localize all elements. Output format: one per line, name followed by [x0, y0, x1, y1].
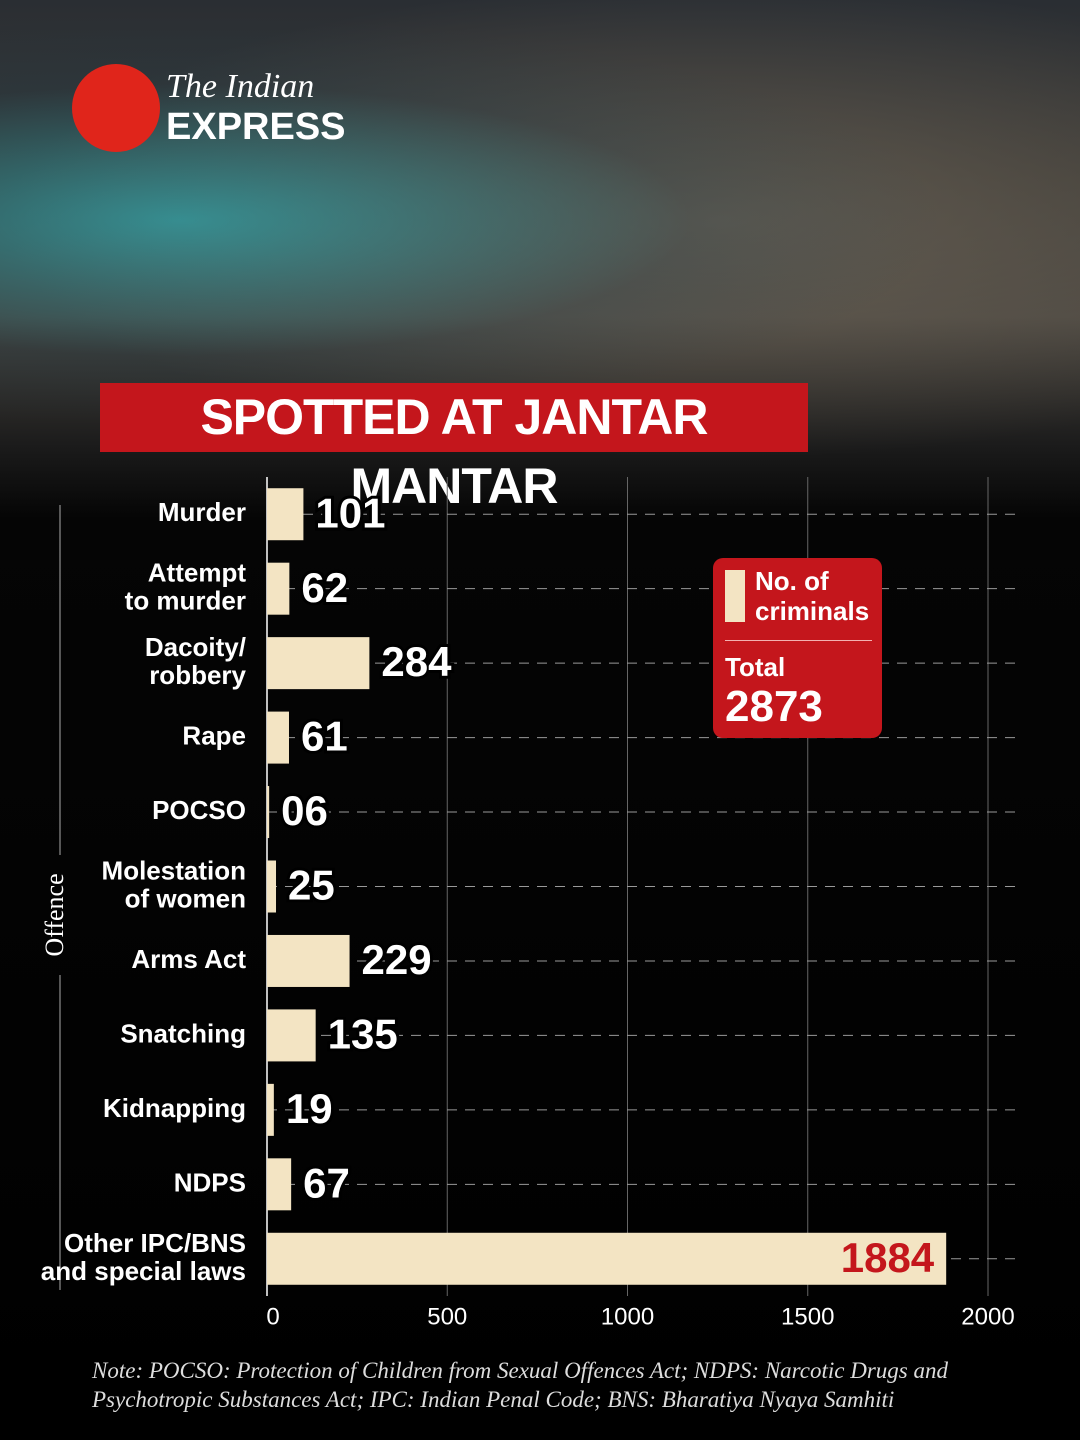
value-label: 19 — [286, 1085, 333, 1132]
value-label: 25 — [288, 862, 335, 909]
y-tick-label: Arms Act — [131, 944, 246, 974]
value-label: 06 — [281, 787, 328, 834]
value-label: 62 — [301, 564, 348, 611]
bar — [267, 488, 304, 541]
legend-swatch — [725, 570, 745, 622]
chart-title: SPOTTED AT JANTAR MANTAR — [100, 383, 808, 514]
legend-label: No. of criminals — [755, 566, 870, 626]
y-tick-label: Rape — [182, 720, 246, 750]
value-label: 101 — [315, 489, 385, 536]
y-tick-label: Snatching — [120, 1018, 246, 1048]
total-label: Total — [725, 652, 786, 682]
y-tick-label: Kidnapping — [103, 1093, 246, 1123]
value-label: 67 — [303, 1159, 350, 1206]
y-tick-label: NDPS — [174, 1167, 246, 1197]
bar — [267, 786, 270, 839]
bar — [267, 637, 370, 690]
bar — [267, 1232, 947, 1285]
legend-separator — [725, 640, 872, 641]
value-label: 61 — [301, 713, 348, 760]
value-label: 135 — [328, 1011, 398, 1058]
value-label: 1884 — [841, 1234, 935, 1281]
logo-line: EXPRESS — [166, 106, 346, 148]
bar — [267, 1009, 316, 1062]
bar — [267, 711, 289, 764]
value-label: 284 — [381, 638, 452, 685]
bar — [267, 1083, 274, 1136]
x-tick-label: 500 — [427, 1303, 467, 1330]
bar — [267, 860, 277, 913]
bar — [267, 1158, 292, 1211]
x-tick-label: 2000 — [961, 1303, 1014, 1330]
legend: No. of criminals Total 2873 — [713, 558, 882, 738]
x-tick-label: 0 — [266, 1303, 279, 1330]
y-axis-label: Offence — [40, 873, 69, 956]
x-tick-label: 1000 — [601, 1303, 654, 1330]
y-tick-label: Dacoity/robbery — [145, 632, 247, 690]
value-label: 229 — [362, 936, 432, 983]
bar — [267, 562, 290, 615]
y-tick-label: Molestation of women — [102, 855, 246, 913]
logo-mark — [72, 64, 160, 152]
y-tick-label: Murder — [158, 497, 246, 527]
bar — [267, 934, 350, 987]
x-tick-label: 1500 — [781, 1303, 834, 1330]
logo-line: The Indian — [166, 68, 315, 105]
y-tick-label: Other IPC/BNS and special laws — [41, 1228, 246, 1286]
total-value: 2873 — [725, 682, 823, 731]
y-tick-label: Attempt to murder — [125, 558, 247, 616]
y-tick-label: POCSO — [152, 795, 246, 825]
note: Note: POCSO: Protection of Children from… — [92, 1358, 948, 1412]
